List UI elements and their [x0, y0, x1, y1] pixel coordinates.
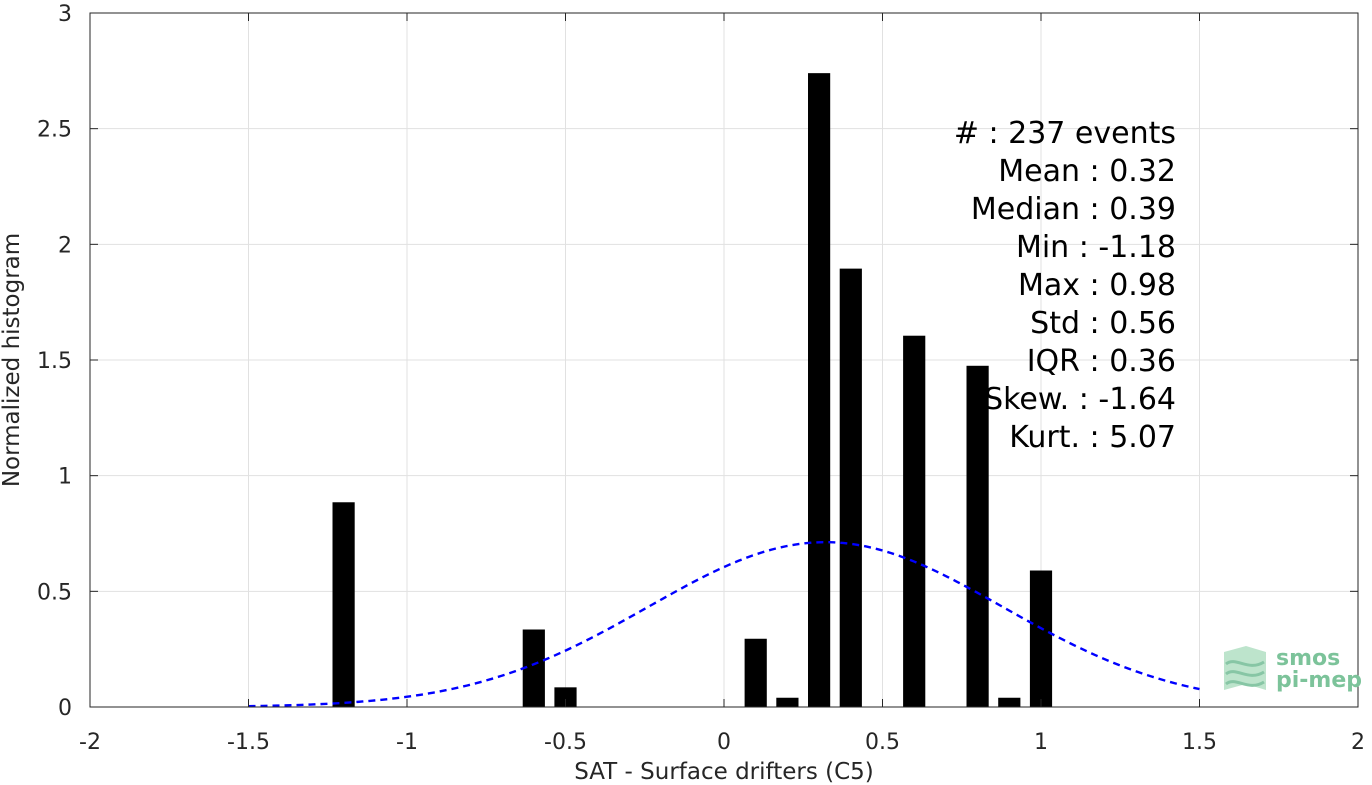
gaussian-fit-curve: [248, 541, 1200, 707]
stats-line: Median : 0.39: [971, 192, 1176, 227]
x-tick-label: -2: [79, 730, 101, 755]
histogram-bar: [744, 638, 767, 707]
y-tick-label: 2: [58, 233, 72, 258]
y-tick-label: 0.5: [37, 580, 72, 605]
y-axis-title: Normalized histogram: [0, 233, 25, 487]
histogram-bar: [776, 697, 799, 707]
x-axis-title: SAT - Surface drifters (C5): [574, 759, 874, 785]
y-tick-label: 0: [58, 696, 72, 721]
x-tick-label: -1: [396, 730, 418, 755]
stats-line: Kurt. : 5.07: [1009, 420, 1176, 455]
y-tick-label: 1: [58, 465, 72, 490]
y-tick-label: 2.5: [37, 118, 72, 143]
stats-line: Max : 0.98: [1018, 268, 1176, 303]
stats-line: IQR : 0.36: [1027, 344, 1176, 379]
histogram-bar: [332, 502, 355, 707]
logo-text-pi-mep: pi-mep: [1276, 668, 1362, 693]
x-tick-label: 0.5: [865, 730, 900, 755]
logo-mark-icon: [1224, 646, 1266, 690]
histogram-bar: [839, 268, 862, 707]
stats-line: # : 237 events: [954, 116, 1176, 151]
x-tick-label: -1.5: [227, 730, 270, 755]
x-tick-label: 1: [1034, 730, 1048, 755]
bars: [332, 73, 1053, 707]
logo-text-smos: smos: [1276, 646, 1340, 671]
histogram-bar: [808, 73, 831, 707]
x-tick-labels: -2 -1.5 -1 -0.5 0 0.5 1 1.5 2: [79, 730, 1365, 755]
histogram-bar: [903, 335, 926, 707]
y-tick-label: 3: [58, 2, 72, 27]
histogram-bar: [966, 365, 989, 707]
histogram-bar: [998, 697, 1021, 707]
stats-line: Std : 0.56: [1030, 306, 1176, 341]
x-tick-label: 1.5: [1182, 730, 1217, 755]
smos-pi-mep-logo: smos pi-mep: [1224, 646, 1362, 693]
axis-ticks: [89, 12, 1359, 708]
y-tick-labels: 0 0.5 1 1.5 2 2.5 3: [37, 2, 72, 721]
fit-curve-group: [248, 541, 1200, 707]
x-tick-label: -0.5: [544, 730, 587, 755]
stats-line: Skew. : -1.64: [984, 382, 1176, 417]
x-tick-label: 2: [1351, 730, 1365, 755]
y-tick-label: 1.5: [37, 349, 72, 374]
stats-line: Min : -1.18: [1016, 230, 1176, 265]
histogram-bar: [522, 629, 545, 707]
x-tick-label: 0: [717, 730, 731, 755]
histogram-bar: [554, 687, 577, 707]
histogram-bar: [1029, 570, 1053, 707]
stats-line: Mean : 0.32: [998, 154, 1176, 189]
